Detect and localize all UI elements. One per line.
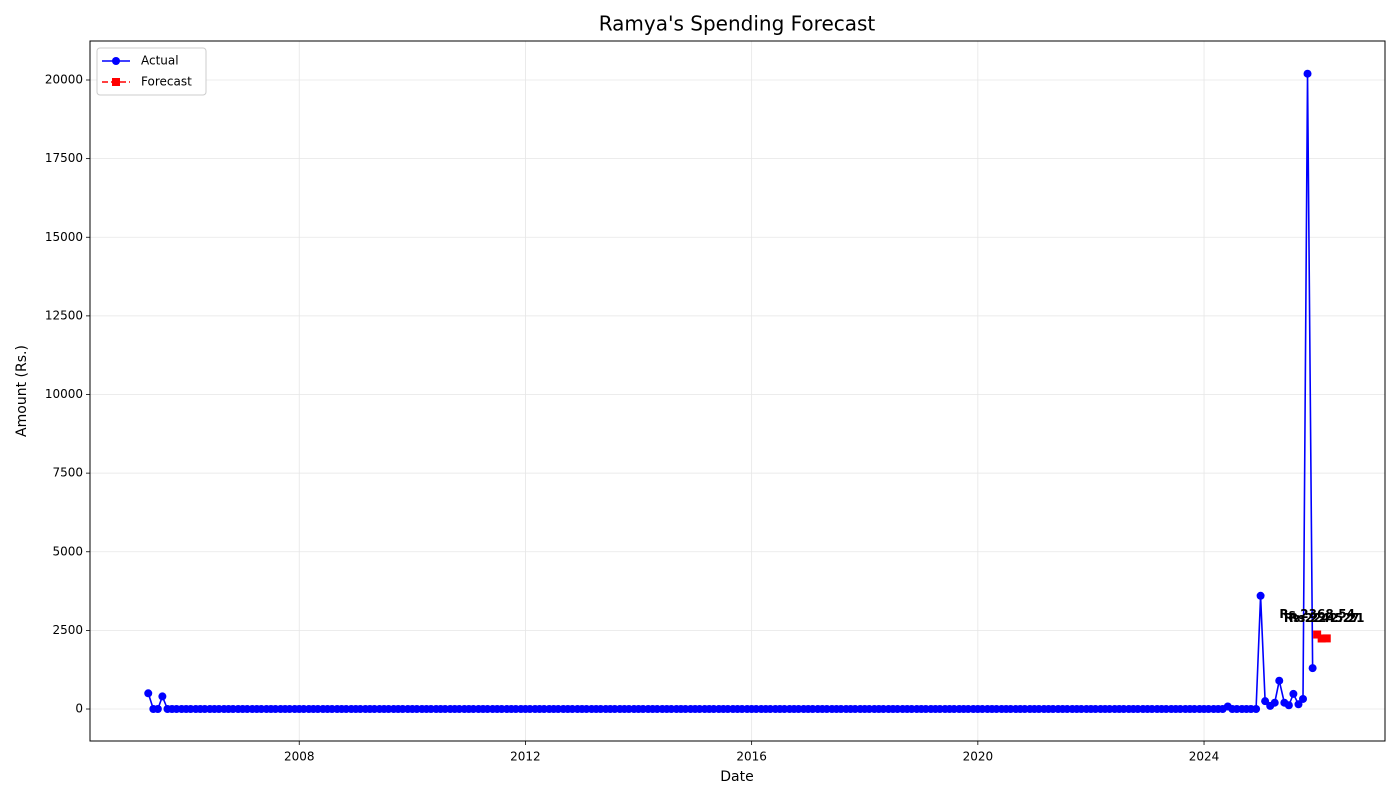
legend-box [96,47,207,96]
x-tick-label: 2024 [1189,750,1220,764]
x-tick-label: 2020 [963,750,994,764]
x-axis-label: Date [720,769,753,785]
data-label: Rs.2245.21 [1289,611,1365,625]
data-point [1270,698,1279,707]
y-tick-label: 17500 [45,151,83,165]
data-point [144,689,153,698]
data-point [1256,591,1265,600]
data-point [1317,634,1326,643]
y-tick-label: 7500 [52,466,83,480]
data-label: Rs.2368.54 [1279,607,1355,621]
x-tick-label: 2012 [510,750,541,764]
data-point [1252,705,1261,714]
legend-marker [112,57,120,65]
series-line [147,73,1314,710]
data-point [1261,697,1270,706]
y-tick-label: 2500 [52,623,83,637]
data-point [1303,69,1312,78]
data-point [1275,676,1284,685]
data-point [1308,664,1317,673]
y-tick-label: 5000 [52,544,83,558]
y-tick-label: 0 [75,702,83,716]
chart-title: Ramya's Spending Forecast [599,12,876,36]
data-point [1294,700,1303,709]
legend-marker [112,78,120,86]
data-point [1322,634,1331,643]
y-tick-label: 20000 [45,72,83,86]
data-point [1289,689,1298,698]
data-point [1284,701,1293,710]
y-axis-label: Amount (Rs.) [14,345,30,437]
data-point [153,705,162,714]
y-tick-label: 10000 [45,387,83,401]
legend-label: Actual [141,54,179,68]
data-point [158,692,167,701]
legend-label: Forecast [141,75,192,89]
data-point [1313,630,1322,639]
y-tick-label: 12500 [45,308,83,322]
data-point [1299,694,1308,703]
x-tick-label: 2016 [736,750,767,764]
plot-frame [89,40,1386,742]
x-tick-label: 2008 [284,750,315,764]
data-label: Rs.2242.27 [1284,611,1360,625]
y-tick-label: 15000 [45,230,83,244]
